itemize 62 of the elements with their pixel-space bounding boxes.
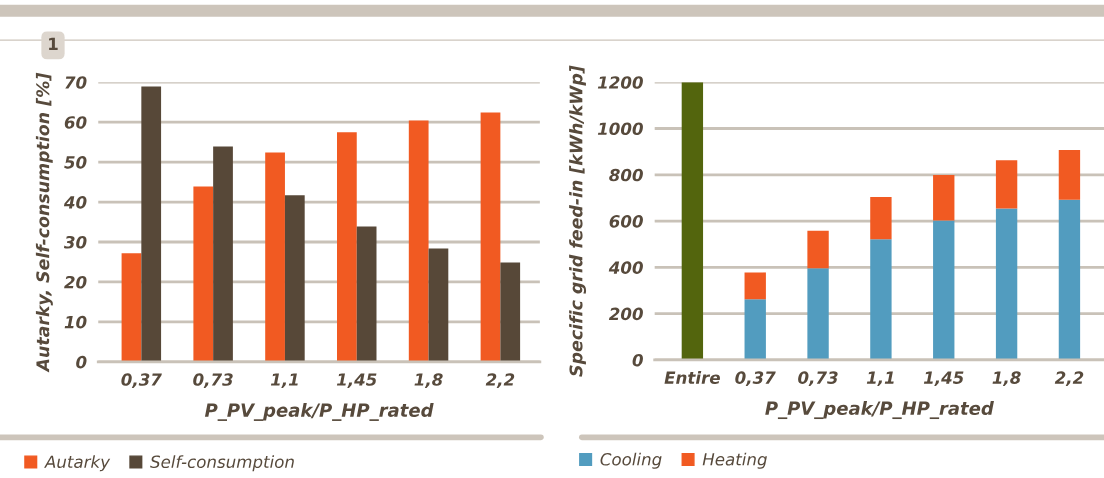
bar bbox=[870, 197, 892, 240]
bar bbox=[428, 248, 449, 362]
bar bbox=[141, 86, 162, 362]
y-tick-label: 50 bbox=[64, 156, 87, 169]
x-tick-label: 0,37 bbox=[735, 371, 776, 387]
bar bbox=[870, 239, 892, 360]
x-tick-label: 2,2 bbox=[485, 373, 515, 388]
bar bbox=[1058, 199, 1081, 360]
x-tick-label: Entire bbox=[664, 371, 720, 384]
legend-label: Heating bbox=[702, 452, 767, 469]
legend-label: Autarky bbox=[44, 455, 111, 472]
bar bbox=[933, 175, 955, 221]
legend-label: Self-consumption bbox=[150, 455, 294, 472]
y-tick-label: 1000 bbox=[597, 122, 643, 136]
bar bbox=[807, 268, 829, 360]
x-axis-title: P_PV_peak/P_HP_rated bbox=[204, 402, 434, 421]
y-tick-label: 0 bbox=[76, 355, 87, 369]
x-tick-label: 0,73 bbox=[798, 371, 838, 387]
bar bbox=[193, 186, 214, 362]
bar bbox=[744, 299, 766, 360]
bar bbox=[213, 146, 233, 362]
bar bbox=[744, 272, 766, 300]
y-tick-label: 600 bbox=[609, 215, 643, 228]
x-tick-label: 2,2 bbox=[1054, 371, 1084, 387]
bar bbox=[408, 120, 429, 362]
text: 1 bbox=[49, 37, 58, 51]
y-tick-label: 400 bbox=[608, 261, 643, 274]
bar bbox=[480, 112, 501, 362]
bar bbox=[500, 262, 521, 362]
x-tick-label: 1,8 bbox=[414, 373, 443, 388]
bar bbox=[1058, 150, 1081, 200]
y-tick-label: 30 bbox=[63, 235, 87, 249]
y-tick-label: 60 bbox=[64, 116, 87, 129]
x-tick-label: 1,45 bbox=[336, 373, 377, 388]
y-tick-label: 10 bbox=[64, 315, 87, 329]
bar bbox=[681, 82, 704, 360]
legend-label: Cooling bbox=[600, 452, 662, 469]
y-tick-label: 200 bbox=[608, 307, 643, 321]
bar bbox=[807, 230, 829, 269]
bar bbox=[337, 132, 357, 362]
y-tick-label: 70 bbox=[65, 76, 87, 89]
x-axis-title: P_PV_peak/P_HP_rated bbox=[765, 401, 994, 420]
bar bbox=[995, 208, 1018, 360]
y-tick-label: 800 bbox=[609, 168, 643, 182]
bar bbox=[356, 226, 377, 362]
bar bbox=[933, 220, 955, 360]
y-tick-label: 0 bbox=[632, 353, 643, 367]
x-tick-label: 1,1 bbox=[866, 371, 894, 387]
bar bbox=[121, 253, 142, 362]
bar bbox=[284, 195, 305, 362]
y-tick-label: 40 bbox=[63, 196, 87, 209]
bar bbox=[265, 152, 285, 362]
x-tick-label: 1,45 bbox=[923, 371, 964, 387]
x-tick-label: 1,8 bbox=[992, 371, 1021, 387]
x-tick-label: 1,1 bbox=[270, 373, 298, 388]
x-tick-label: 0,37 bbox=[121, 373, 162, 388]
y-axis-title: Specific grid feed-in [kWh/kWp] bbox=[569, 65, 587, 377]
y-tick-label: 20 bbox=[64, 275, 87, 289]
y-axis-title: Autarky, Self-consumption [%] bbox=[35, 72, 53, 373]
x-tick-label: 0,73 bbox=[193, 373, 233, 388]
bar bbox=[995, 160, 1018, 209]
y-tick-label: 1200 bbox=[597, 76, 643, 89]
